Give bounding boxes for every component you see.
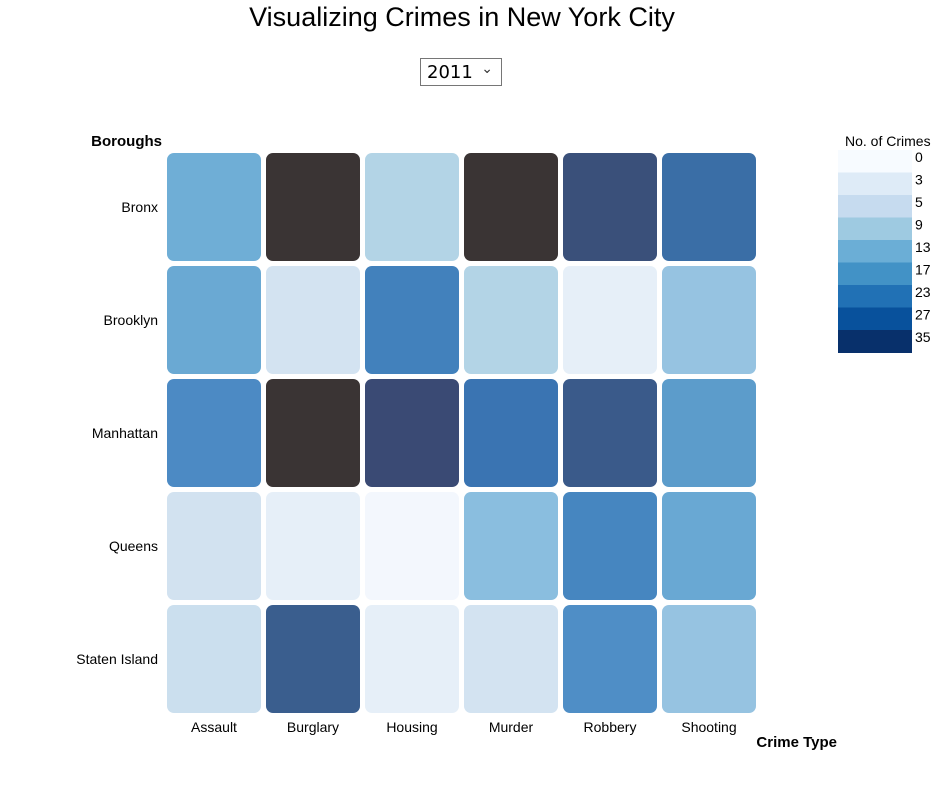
heatmap-cell bbox=[563, 153, 657, 261]
legend-title: No. of Crimes bbox=[845, 133, 931, 149]
heatmap-cell bbox=[464, 492, 558, 600]
heatmap-cell bbox=[167, 266, 261, 374]
heatmap-cell bbox=[266, 605, 360, 713]
column-label: Shooting bbox=[681, 719, 736, 735]
legend-swatch bbox=[838, 307, 912, 331]
heatmap-cell bbox=[365, 492, 459, 600]
legend-swatch bbox=[838, 330, 912, 353]
heatmap-cell bbox=[563, 379, 657, 487]
heatmap-cell bbox=[167, 153, 261, 261]
heatmap-cell bbox=[365, 379, 459, 487]
row-label: Queens bbox=[109, 538, 158, 554]
heatmap-cell bbox=[563, 266, 657, 374]
year-select[interactable]: 2011 ⌄ bbox=[420, 58, 502, 86]
legend-swatch bbox=[838, 240, 912, 263]
legend-swatch bbox=[838, 172, 912, 196]
legend-tick-label: 13 bbox=[915, 239, 931, 255]
column-label: Murder bbox=[489, 719, 534, 735]
legend-tick-label: 27 bbox=[915, 307, 931, 323]
row-label: Bronx bbox=[121, 199, 158, 215]
heatmap-cell bbox=[662, 153, 756, 261]
legend-swatch bbox=[838, 285, 912, 308]
heatmap-cell bbox=[266, 266, 360, 374]
heatmap-cell bbox=[365, 266, 459, 374]
heatmap-cell bbox=[365, 605, 459, 713]
legend-tick-label: 23 bbox=[915, 284, 931, 300]
heatmap-cell bbox=[464, 605, 558, 713]
heatmap-cell bbox=[563, 605, 657, 713]
chevron-down-icon: ⌄ bbox=[481, 61, 493, 77]
legend-tick-label: 3 bbox=[915, 172, 923, 188]
heatmap-cell bbox=[167, 492, 261, 600]
heatmap-cell bbox=[464, 266, 558, 374]
row-label: Manhattan bbox=[92, 425, 158, 441]
row-label: Staten Island bbox=[76, 651, 158, 667]
heatmap-cell bbox=[464, 153, 558, 261]
x-axis-title: Crime Type bbox=[756, 734, 837, 751]
heatmap-cell bbox=[662, 266, 756, 374]
legend-swatch bbox=[838, 150, 912, 173]
heatmap-cell bbox=[266, 379, 360, 487]
heatmap-cell bbox=[365, 153, 459, 261]
legend-swatch bbox=[838, 195, 912, 218]
row-label: Brooklyn bbox=[104, 312, 158, 328]
column-label: Burglary bbox=[287, 719, 339, 735]
y-axis-title: Boroughs bbox=[91, 133, 162, 150]
column-label: Robbery bbox=[584, 719, 637, 735]
heatmap-cell bbox=[167, 379, 261, 487]
heatmap-cell bbox=[167, 605, 261, 713]
column-label: Housing bbox=[386, 719, 437, 735]
heatmap-cell bbox=[662, 605, 756, 713]
column-label: Assault bbox=[191, 719, 237, 735]
heatmap-cell bbox=[563, 492, 657, 600]
legend-tick-label: 5 bbox=[915, 194, 923, 210]
legend-tick-label: 0 bbox=[915, 149, 923, 165]
heatmap-cell bbox=[266, 153, 360, 261]
legend-swatch bbox=[838, 262, 912, 286]
legend-swatch bbox=[838, 217, 912, 241]
heatmap-cell bbox=[662, 492, 756, 600]
legend-tick-label: 17 bbox=[915, 262, 931, 278]
legend-tick-label: 35 bbox=[915, 329, 931, 345]
legend-tick-label: 9 bbox=[915, 217, 923, 233]
heatmap-cell bbox=[266, 492, 360, 600]
heatmap-cell bbox=[662, 379, 756, 487]
year-select-value: 2011 bbox=[427, 62, 473, 83]
chart-title: Visualizing Crimes in New York City bbox=[249, 2, 675, 32]
heatmap-cell bbox=[464, 379, 558, 487]
